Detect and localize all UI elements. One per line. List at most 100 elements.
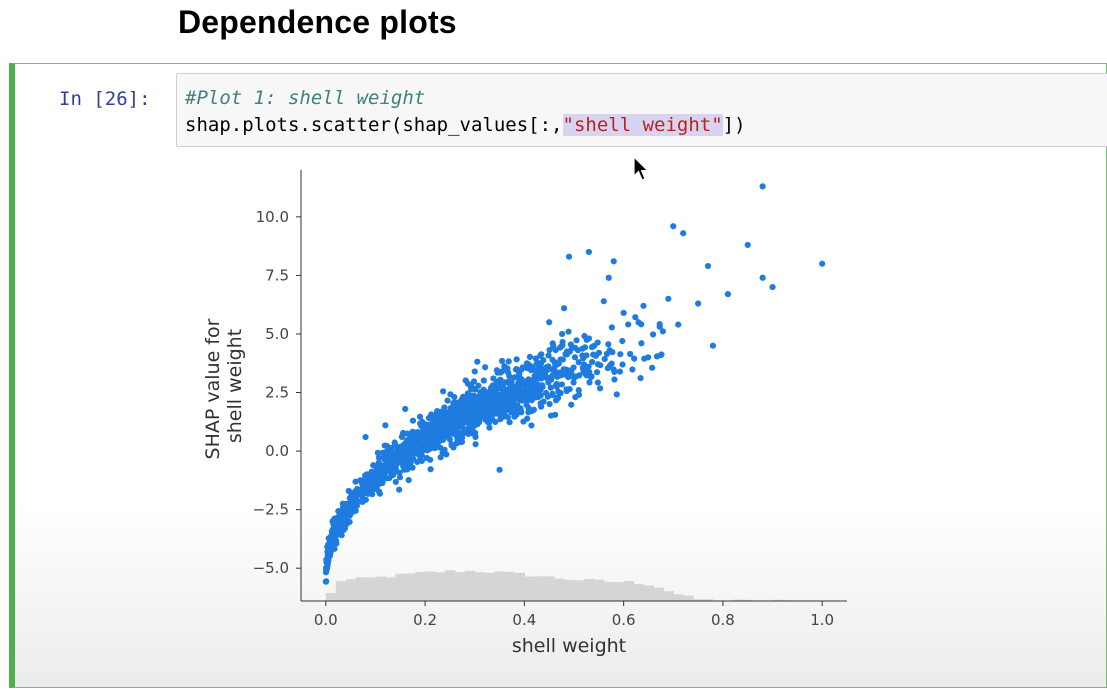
scatter-point (619, 337, 626, 345)
scatter-point (744, 241, 751, 249)
scatter-point (523, 401, 530, 408)
scatter-point (397, 449, 405, 456)
histogram-bar (435, 572, 446, 601)
scatter-point (532, 355, 539, 362)
histogram-bar (673, 594, 684, 601)
histogram-bar (365, 577, 377, 601)
scatter-point (594, 339, 601, 346)
code-line-2[interactable]: shap.plots.scatter(shap_values[:,"shell … (185, 114, 746, 136)
scatter-point (472, 386, 479, 393)
scatter-point (486, 408, 493, 415)
scatter-point (441, 446, 448, 453)
scatter-point (388, 461, 395, 468)
scatter-point (443, 451, 450, 458)
scatter-point (694, 300, 702, 307)
scatter-point (472, 408, 479, 415)
scatter-points (322, 183, 826, 585)
notebook-cell[interactable]: In [26]: #Plot 1: shell weight shap.plot… (9, 63, 1107, 688)
scatter-point (353, 491, 360, 498)
scatter-point (323, 567, 330, 574)
histogram-bar (574, 580, 585, 601)
histogram-bar (325, 592, 337, 601)
scatter-point (504, 414, 512, 421)
scatter-point (619, 361, 626, 368)
scatter-point (605, 341, 612, 348)
scatter-point (554, 394, 561, 401)
scatter-point (583, 336, 590, 343)
scatter-point (544, 366, 551, 373)
scatter-point (563, 348, 571, 355)
scatter-point (579, 345, 586, 352)
histogram-bar (663, 591, 674, 601)
scatter-point (396, 474, 404, 481)
scatter-point (625, 321, 632, 328)
scatter-point (434, 410, 441, 417)
histogram-bar (653, 587, 664, 601)
scatter-point (553, 383, 560, 390)
scatter-point (411, 442, 418, 450)
scatter-point (415, 451, 423, 459)
scatter-point (474, 397, 481, 405)
y-tick-label: 2.5 (265, 384, 289, 402)
y-tick-label: −5.0 (253, 559, 289, 577)
scatter-point (531, 372, 538, 380)
scatter-point (464, 394, 472, 401)
histogram-bar (693, 599, 704, 601)
scatter-point (575, 359, 582, 366)
scatter-point (513, 356, 520, 363)
scatter-point (484, 419, 492, 426)
scatter-point (560, 305, 568, 312)
scatter-point (494, 369, 501, 376)
scatter-point (638, 340, 645, 347)
histogram-bar (494, 571, 506, 601)
code-string-selected: "shell weight" (562, 114, 723, 136)
scatter-point (528, 397, 535, 404)
y-axis-label-line-1: SHAP value for (202, 318, 224, 459)
scatter-point (627, 350, 634, 358)
scatter-point (397, 444, 404, 451)
scatter-point (549, 340, 556, 347)
scatter-point (486, 424, 493, 431)
scatter-point (346, 512, 353, 519)
scatter-point (403, 464, 411, 471)
scatter-point (431, 416, 438, 424)
histogram-bar (504, 571, 516, 601)
scatter-point (620, 309, 627, 316)
histogram-bar (524, 576, 535, 601)
scatter-point (414, 428, 422, 436)
scatter-point (557, 389, 564, 397)
scatter-point (505, 396, 512, 404)
scatter-point (594, 361, 602, 368)
y-tick-label: 0.0 (265, 442, 289, 460)
scatter-point (427, 466, 434, 473)
histogram-bar (732, 599, 744, 601)
scatter-point (427, 456, 434, 463)
scatter-point (608, 324, 615, 331)
scatter-point (549, 390, 556, 397)
scatter-point (340, 502, 347, 510)
scatter-point (370, 483, 377, 490)
scatter-point (586, 379, 593, 386)
code-line-1[interactable]: #Plot 1: shell weight (185, 87, 425, 109)
x-tick-label: 0.2 (413, 611, 437, 629)
scatter-point (443, 426, 450, 433)
scatter-point (482, 364, 489, 371)
scatter-point (538, 382, 545, 389)
scatter-point (575, 391, 583, 398)
scatter-point (458, 438, 466, 445)
x-axis-label: shell weight (512, 635, 626, 657)
scatter-point (567, 368, 575, 375)
scatter-point (441, 404, 448, 411)
scatter-point (610, 258, 617, 265)
scatter-point (571, 354, 579, 361)
scatter-point (709, 342, 717, 349)
scatter-point (341, 516, 348, 523)
scatter-point (451, 394, 458, 401)
code-editor[interactable]: #Plot 1: shell weight shap.plots.scatter… (176, 73, 1107, 147)
scatter-point (526, 353, 534, 361)
scatter-point (659, 328, 667, 335)
scatter-point (323, 557, 330, 564)
scatter-point (376, 490, 384, 497)
scatter-point (396, 469, 403, 476)
histogram-bar (415, 572, 426, 601)
